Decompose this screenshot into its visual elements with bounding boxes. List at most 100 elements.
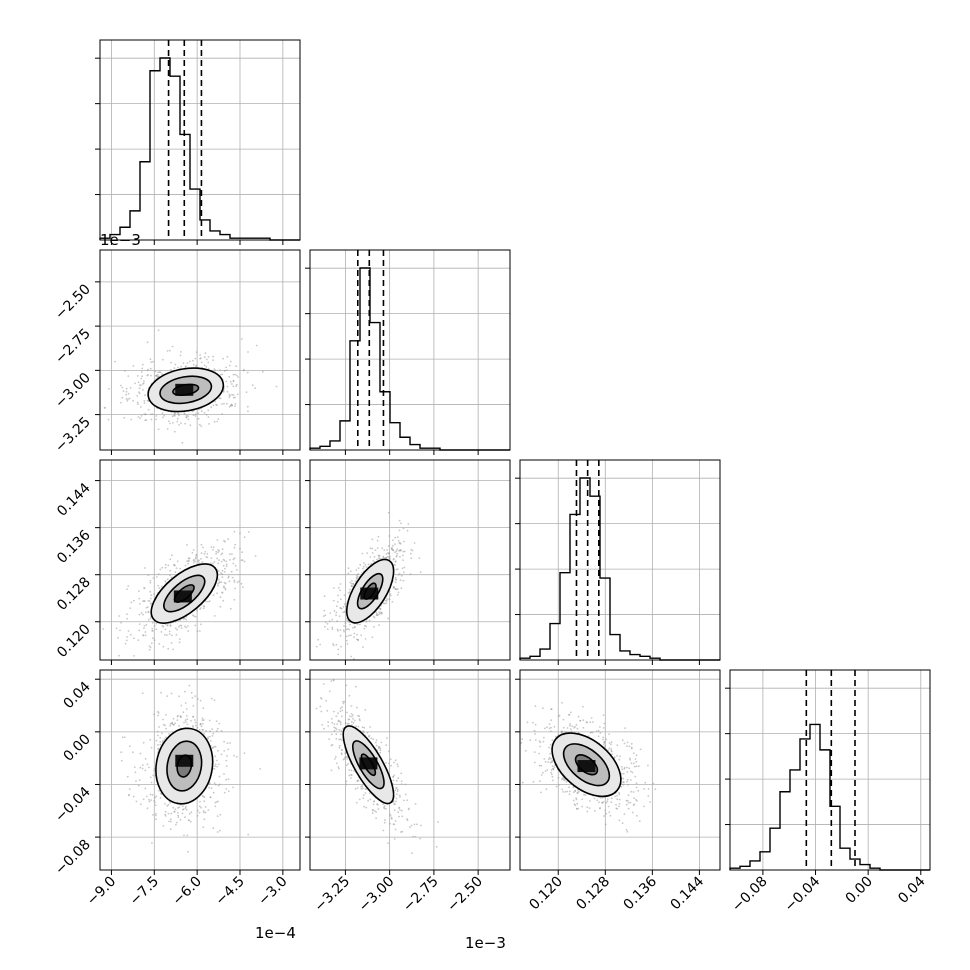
scatter-point <box>236 581 239 584</box>
scatter-point <box>593 797 596 800</box>
contour-line <box>360 753 377 777</box>
scatter-point <box>149 602 152 605</box>
scatter-point <box>416 823 418 826</box>
scatter-point <box>147 600 150 602</box>
scatter-point <box>377 535 380 538</box>
scatter-point <box>246 371 249 374</box>
scatter-point <box>217 562 220 565</box>
scatter-point <box>144 758 147 760</box>
contour-line <box>342 725 395 805</box>
scatter-point <box>353 626 356 629</box>
scatter-point <box>148 766 150 769</box>
scatter-point <box>610 741 613 743</box>
scatter-point <box>218 581 221 583</box>
scatter-point <box>634 775 637 778</box>
scatter-point <box>163 414 166 417</box>
scatter-point <box>228 396 231 399</box>
y-tick-label: −2.75 <box>52 326 94 368</box>
scatter-point <box>140 803 142 806</box>
scatter-point <box>167 812 170 815</box>
scatter-point <box>369 547 372 550</box>
scatter-point <box>232 394 235 396</box>
scatter-point <box>333 723 336 725</box>
scatter-point <box>344 756 346 759</box>
scatter-point <box>349 570 352 573</box>
scatter-point <box>156 730 159 733</box>
scatter-point <box>635 786 638 789</box>
scatter-point <box>159 743 162 746</box>
scatter-point <box>570 730 573 732</box>
scatter-point <box>125 387 128 390</box>
scatter-point <box>354 788 357 790</box>
scatter-point <box>337 767 340 770</box>
scatter-point <box>538 740 541 743</box>
contour-line <box>173 584 195 603</box>
scatter-point <box>632 752 635 755</box>
scatter-point <box>392 549 394 552</box>
scatter-point <box>334 758 336 760</box>
scatter-point <box>550 773 553 776</box>
scatter-point <box>399 543 402 545</box>
scatter-point <box>166 805 169 807</box>
scatter-point <box>153 625 156 627</box>
scatter-point <box>581 798 584 801</box>
scatter-point <box>353 636 355 639</box>
scatter-point <box>399 809 401 811</box>
scatter-point <box>529 739 532 742</box>
scatter-point <box>583 793 585 796</box>
scatter-point <box>128 745 131 748</box>
scatter-point <box>236 393 239 396</box>
scatter-point <box>217 418 220 420</box>
scatter-point <box>389 822 391 825</box>
scatter-point <box>328 690 331 693</box>
scatter-point <box>386 737 388 739</box>
scatter-point <box>401 809 403 812</box>
scatter-point <box>371 636 374 639</box>
scatter-point <box>154 796 157 799</box>
scatter-point <box>331 743 334 746</box>
scatter-point <box>647 764 649 767</box>
scatter-point <box>169 828 172 831</box>
scatter-point <box>351 724 353 726</box>
scatter-point <box>127 392 130 395</box>
scatter-point <box>231 553 233 555</box>
scatter-point <box>540 791 542 794</box>
scatter-point <box>333 587 335 589</box>
scatter-point <box>333 726 335 729</box>
scatter-point <box>542 771 544 774</box>
scatter-point <box>162 645 165 648</box>
scatter-point <box>183 721 185 724</box>
scatter-point <box>566 790 569 793</box>
scatter-point <box>176 420 179 423</box>
scatter-point <box>215 720 218 722</box>
scatter-point <box>581 805 583 808</box>
scatter-point <box>147 606 149 608</box>
scatter-point <box>182 711 185 714</box>
scatter-point <box>621 768 623 771</box>
scatter-point <box>626 766 628 769</box>
scatter-point <box>335 733 338 736</box>
scatter-point <box>623 813 626 815</box>
scatter-point <box>398 529 401 532</box>
scatter-point <box>340 748 343 751</box>
scatter-point <box>538 752 541 755</box>
scatter-point <box>350 774 353 777</box>
scatter-point <box>169 574 171 577</box>
scatter-point <box>534 723 537 726</box>
scatter-point <box>229 553 231 555</box>
histogram-panel-1 <box>305 249 511 455</box>
scatter-point <box>394 561 397 563</box>
scatter-point <box>164 813 167 816</box>
scatter-point <box>126 399 129 402</box>
scatter-point <box>108 388 110 390</box>
scatter-point <box>243 752 246 754</box>
scatter-point <box>572 791 575 794</box>
scatter-point <box>232 558 235 561</box>
scatter-point <box>397 765 399 768</box>
scatter-point <box>353 719 356 722</box>
scatter-point <box>647 788 650 790</box>
scatter-point <box>200 558 202 560</box>
scatter-point <box>547 758 550 761</box>
scatter-point <box>627 801 630 804</box>
scatter-point <box>200 543 203 546</box>
